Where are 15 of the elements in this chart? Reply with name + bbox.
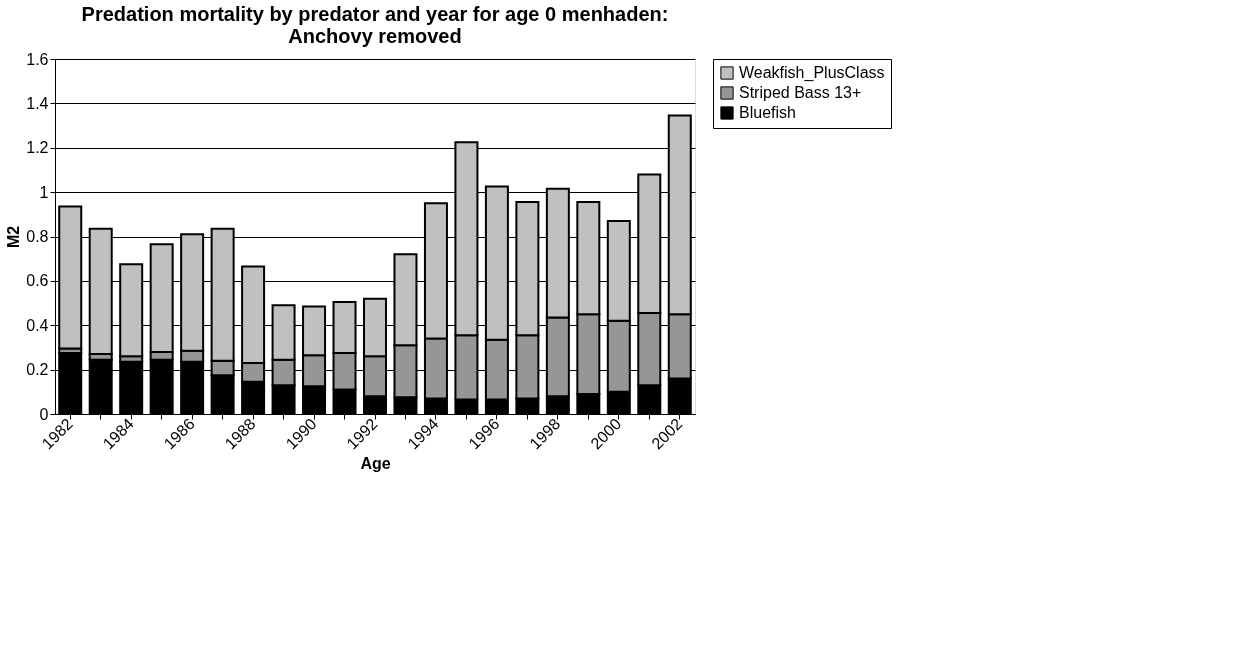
y-tick-label: 0.2 (26, 361, 49, 379)
legend-label: Weakfish_PlusClass (739, 64, 885, 82)
legend-label: Striped Bass 13+ (739, 84, 862, 101)
y-tick-label: 1.2 (26, 139, 49, 157)
y-axis-title: M2 (5, 225, 23, 249)
y-tick-label: 1 (39, 183, 49, 201)
y-tick-label: 0.6 (26, 272, 49, 290)
x-axis-title: Age (360, 455, 391, 473)
chart-title: Predation mortality by predator and year for age 0 menhaden: Anchovy removed (81, 3, 669, 47)
legend-label: Bluefish (739, 104, 796, 121)
y-tick-label: 0.8 (26, 228, 49, 245)
y-tick-label: 1.4 (26, 94, 49, 112)
y-tick-label: 1.6 (26, 50, 49, 68)
y-tick-label: 0 (39, 405, 49, 423)
y-tick-label: 0.4 (26, 316, 49, 334)
